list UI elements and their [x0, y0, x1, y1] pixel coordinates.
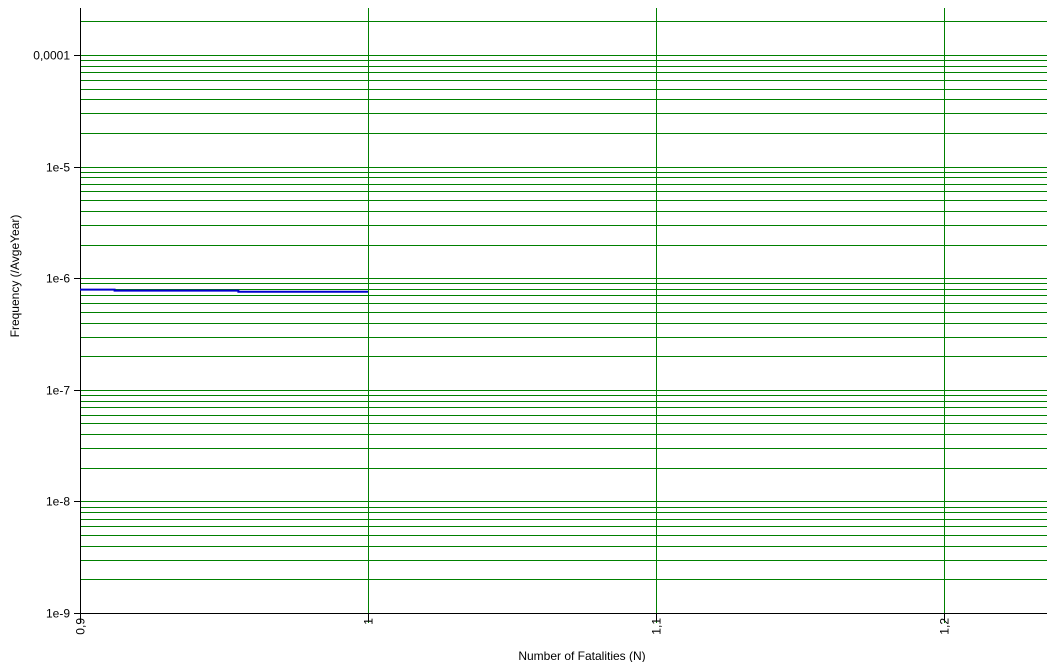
x-tick-label: 1,2: [938, 618, 952, 635]
y-tick-label: 1e-8: [46, 495, 70, 509]
x-tick-label: 1: [362, 618, 376, 625]
y-tick-label: 1e-5: [46, 161, 70, 175]
axes: [74, 8, 1047, 623]
y-tick-label: 1e-9: [46, 607, 70, 621]
x-tick-label: 0,9: [74, 618, 88, 635]
x-axis-title: Number of Fatalities (N): [518, 649, 645, 662]
x-tick-label: 1,1: [650, 618, 664, 635]
y-tick-label: 1e-6: [46, 272, 70, 286]
y-tick-label: 1e-7: [46, 384, 70, 398]
grid-lines: [80, 8, 1047, 623]
y-tick-label: 0,0001: [33, 49, 70, 63]
tick-labels: 1e-9 1e-8 1e-7 1e-6 1e-5 0,0001 0,9 1 1,1 1,2: [33, 49, 951, 635]
y-axis-title: Frequency (/AvgeYear): [8, 215, 22, 338]
data-series: [80, 288, 368, 293]
fn-curve-line: [80, 288, 368, 293]
